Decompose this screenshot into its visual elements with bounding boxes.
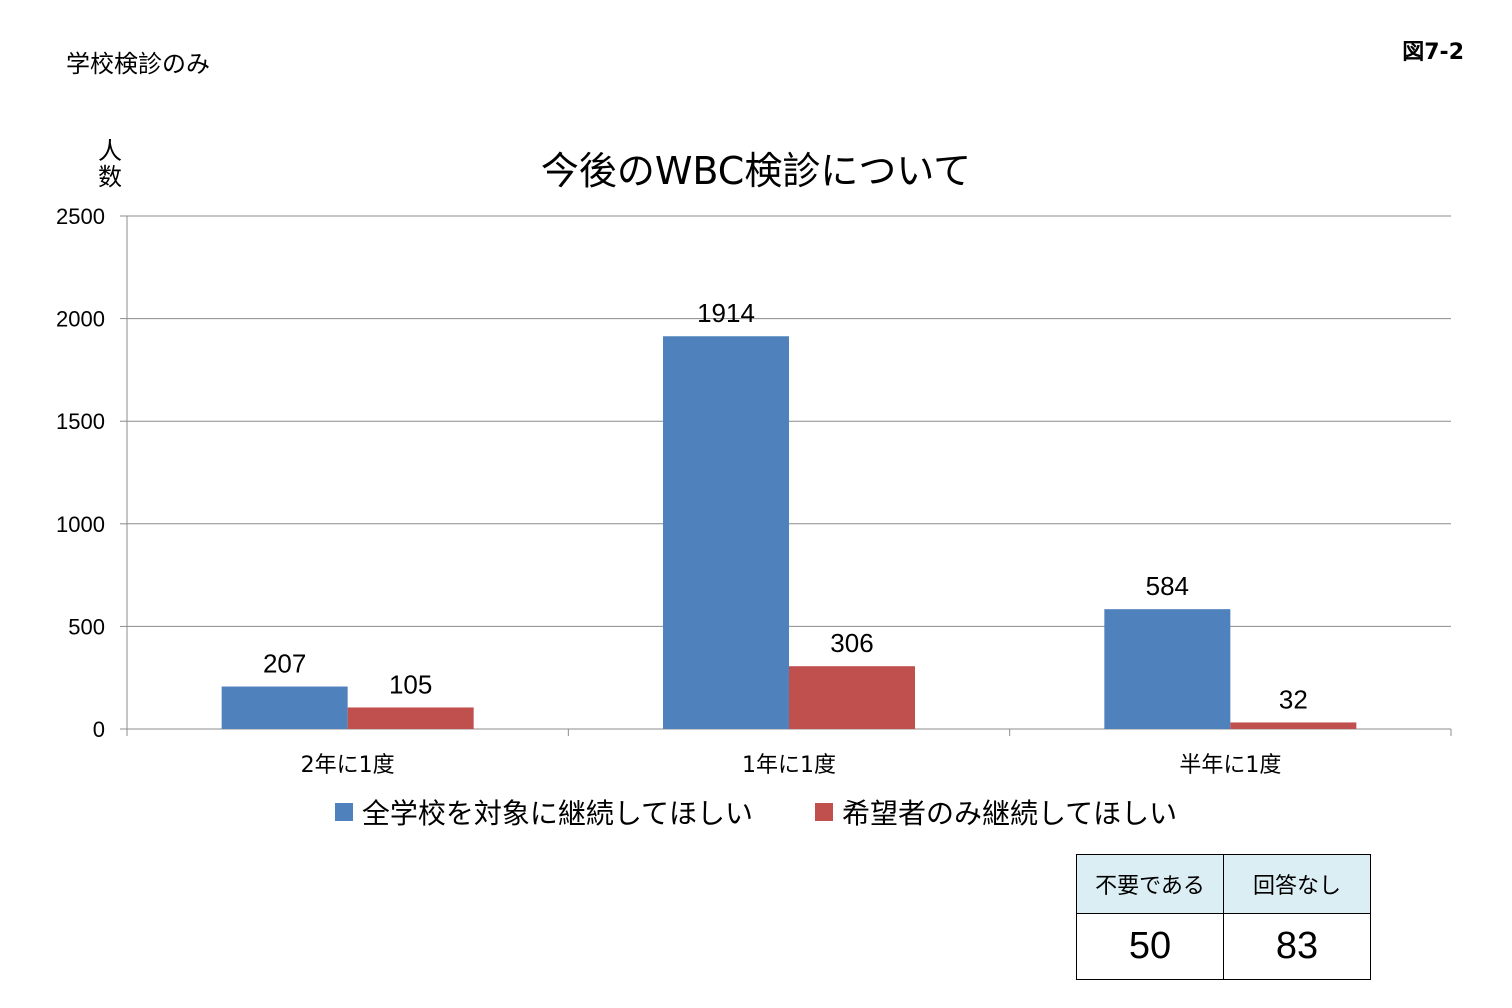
other-responses-table: 不要である 回答なし 50 83: [1076, 854, 1371, 980]
page-subtitle: 学校検診のみ: [66, 50, 210, 78]
legend-label-series-2: 希望者のみ継続してほしい: [842, 797, 1178, 830]
y-tick-label: 2000: [56, 307, 105, 332]
x-category-label: 1年に1度: [742, 753, 836, 778]
legend-item-series-1: 全学校を対象に継続してほしい: [334, 792, 753, 832]
bar: [347, 707, 474, 729]
table-header-cell: 回答なし: [1223, 854, 1371, 914]
x-category-label: 2年に1度: [301, 753, 395, 778]
bar: [663, 336, 789, 729]
bars: [221, 336, 1357, 729]
table-value-cell: 83: [1223, 913, 1371, 980]
data-label: 1914: [697, 298, 755, 328]
y-tick-label: 1000: [56, 512, 105, 537]
bar-chart: 0 500 1000 1500 2000 2500 2年に1度 207 105 1年に1度 1914…: [56, 204, 1452, 778]
data-label: 105: [389, 669, 432, 699]
legend-swatch-blue: [334, 803, 353, 821]
bar: [221, 686, 348, 729]
table-header-row: 不要である 回答なし: [1076, 854, 1371, 914]
data-label: 306: [830, 628, 873, 658]
y-tick-label: 2500: [56, 204, 105, 229]
bar: [1104, 609, 1231, 729]
labels: 0 500 1000 1500 2000 2500 2年に1度 207 105 1年に1度 1914…: [56, 204, 1308, 778]
bar: [789, 666, 915, 729]
legend-swatch-red: [815, 803, 833, 821]
y-tick-label: 1500: [56, 409, 105, 434]
table-value-row: 50 83: [1076, 913, 1371, 980]
x-category-label: 半年に1度: [1179, 753, 1281, 778]
data-label: 584: [1146, 571, 1189, 601]
bar: [1230, 722, 1357, 729]
figure-number: 図7-2: [1402, 40, 1464, 65]
legend-item-series-2: 希望者のみ継続してほしい: [815, 792, 1177, 832]
y-axis-label: 人数: [98, 137, 122, 191]
y-tick-label: 0: [93, 717, 105, 742]
legend: 全学校を対象に継続してほしい 希望者のみ継続してほしい: [0, 792, 1512, 832]
data-label: 32: [1279, 684, 1308, 714]
legend-label-series-1: 全学校を対象に継続してほしい: [361, 797, 753, 830]
chart-title: 今後のWBC検診について: [540, 149, 972, 193]
table-value-cell: 50: [1076, 913, 1224, 980]
table-header-cell: 不要である: [1076, 854, 1224, 914]
data-label: 207: [263, 649, 306, 679]
y-tick-label: 500: [68, 614, 105, 639]
